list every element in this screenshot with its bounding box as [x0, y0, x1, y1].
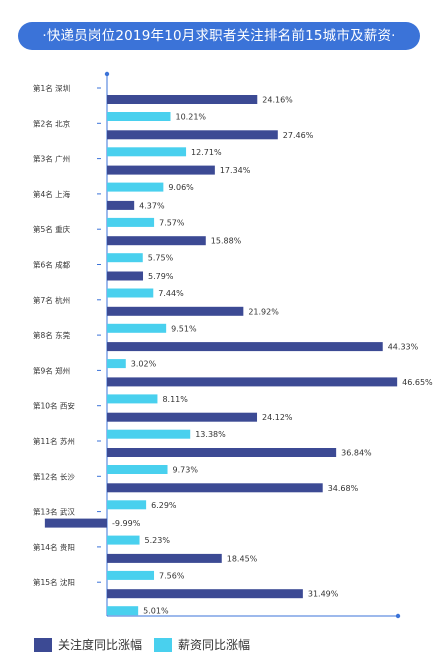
attention-value-label: 4.37% [139, 201, 165, 210]
attention-bar [107, 200, 135, 210]
category-label: 第15名 沈阳 [33, 577, 75, 587]
salary-bar [107, 147, 187, 157]
attention-value-label: 21.92% [248, 307, 279, 316]
attention-value-label: 24.12% [262, 413, 293, 422]
chart-legend: 关注度同比涨幅 薪资同比涨幅 [34, 636, 262, 653]
attention-value-label: 46.65% [402, 378, 433, 387]
salary-bar [107, 323, 167, 333]
salary-value-label: 5.23% [145, 536, 171, 545]
attention-value-label: 24.16% [262, 96, 293, 105]
salary-value-label: 6.29% [151, 501, 177, 510]
chart-title: ·快递员岗位2019年10月求职者关注排名前15城市及薪资· [42, 28, 396, 44]
legend-swatch-attention [34, 637, 52, 652]
attention-value-label: 18.45% [227, 554, 258, 563]
attention-bar [107, 342, 383, 352]
salary-bar [107, 182, 164, 192]
salary-value-label: 9.73% [173, 466, 199, 475]
attention-bar [107, 412, 258, 422]
category-label: 第13名 武汉 [33, 507, 75, 517]
attention-bar [107, 165, 215, 175]
legend-item-salary: 薪资同比涨幅 [154, 636, 250, 653]
attention-bar [107, 271, 144, 281]
attention-bar [107, 95, 258, 104]
category-label: 第12名 长沙 [33, 471, 75, 481]
category-label: 第4名 上海 [33, 189, 71, 199]
salary-value-label: 5.75% [148, 254, 174, 263]
attention-value-label: 44.33% [388, 343, 419, 352]
salary-value-label: 7.44% [158, 289, 184, 298]
salary-value-label: 13.38% [195, 430, 226, 439]
attention-value-label: 34.68% [328, 484, 359, 493]
attention-bar [107, 448, 337, 457]
category-label: 第11名 苏州 [33, 436, 75, 446]
category-label: 第2名 北京 [33, 118, 71, 128]
attention-bar [107, 377, 398, 387]
attention-bar [107, 589, 303, 599]
salary-bar [107, 394, 158, 404]
attention-bar [44, 518, 107, 528]
attention-bar [107, 130, 278, 140]
attention-value-label: 27.46% [283, 131, 314, 140]
attention-value-label: -9.99% [112, 519, 141, 528]
category-label: 第7名 杭州 [33, 295, 70, 305]
category-label: 第10名 西安 [33, 401, 75, 411]
salary-bar [107, 429, 191, 439]
salary-value-label: 7.57% [159, 218, 185, 227]
salary-bar [107, 288, 154, 298]
salary-value-label: 5.01% [143, 607, 169, 616]
legend-swatch-salary [154, 637, 173, 652]
salary-value-label: 9.51% [171, 324, 197, 333]
attention-value-label: 36.84% [341, 449, 372, 458]
chart-title-banner: ·快递员岗位2019年10月求职者关注排名前15城市及薪资· [18, 22, 420, 50]
salary-bar [107, 570, 155, 580]
category-label: 第6名 成都 [33, 260, 71, 270]
category-label: 第8名 东莞 [33, 330, 71, 340]
category-label: 第1名 深圳 [33, 83, 70, 93]
attention-value-label: 17.34% [220, 166, 251, 175]
salary-bar [107, 217, 155, 227]
salary-value-label: 12.71% [191, 148, 222, 157]
category-label: 第3名 广州 [33, 154, 70, 164]
attention-bar [107, 236, 206, 246]
y-axis-end-dot [104, 71, 110, 77]
salary-bar [107, 606, 139, 616]
salary-value-label: 7.56% [159, 571, 185, 580]
salary-bar [107, 500, 147, 510]
attention-value-label: 5.79% [148, 272, 174, 281]
salary-value-label: 9.06% [168, 183, 194, 192]
salary-bar [107, 465, 168, 474]
salary-value-label: 3.02% [131, 360, 157, 369]
salary-bar [107, 359, 126, 369]
salary-bar [107, 112, 171, 121]
attention-value-label: 15.88% [211, 237, 242, 246]
legend-label-salary: 薪资同比涨幅 [178, 638, 251, 652]
category-label: 第14名 贵阳 [33, 542, 75, 552]
legend-label-attention: 关注度同比涨幅 [58, 638, 143, 652]
salary-value-label: 10.21% [176, 113, 207, 122]
salary-value-label: 8.11% [162, 395, 188, 404]
legend-item-attention: 关注度同比涨幅 [34, 636, 142, 653]
x-axis-end-dot [395, 613, 401, 619]
attention-bar [107, 306, 244, 316]
category-label: 第9名 郑州 [33, 365, 70, 375]
salary-bar [107, 535, 140, 545]
attention-bar [107, 553, 222, 563]
attention-bar [107, 483, 323, 493]
category-label: 第5名 重庆 [33, 224, 71, 234]
attention-value-label: 31.49% [308, 590, 339, 599]
salary-bar [107, 253, 143, 263]
